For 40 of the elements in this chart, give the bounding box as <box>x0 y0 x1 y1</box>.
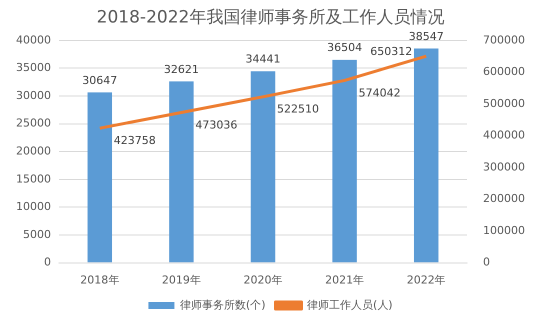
y-tick-label: 10000 <box>16 200 51 214</box>
y-tick-label: 0 <box>44 256 51 269</box>
bar <box>169 81 194 262</box>
data-label: 473036 <box>195 118 238 132</box>
data-label: 34441 <box>246 52 280 66</box>
y-tick-label: 30000 <box>16 88 51 102</box>
y-tick-label: 35000 <box>16 61 51 74</box>
bar <box>88 92 112 262</box>
data-label: 30647 <box>82 74 118 87</box>
y2-tick-label: 500000 <box>483 96 526 110</box>
legend-label: 律师工作人员(人) <box>307 298 393 312</box>
y-tick-label: 25000 <box>16 116 51 130</box>
y2-tick-label: 100000 <box>483 224 526 237</box>
chart-title: 2018-2022年我国律师事务所及工作人员情况 <box>96 8 444 28</box>
y2-tick-label: 0 <box>483 256 490 269</box>
legend-label: 律师事务所数(个) <box>180 298 266 312</box>
data-label: 423758 <box>114 134 156 148</box>
data-label: 522510 <box>277 102 319 116</box>
x-tick-label: 2021年 <box>325 273 364 286</box>
x-tick-label: 2018年 <box>80 273 120 286</box>
y-tick-label: 15000 <box>16 172 51 186</box>
y2-tick-label: 200000 <box>483 192 526 206</box>
data-label: 38547 <box>408 30 444 43</box>
bar <box>250 71 276 262</box>
data-label: 32621 <box>164 62 199 76</box>
y2-tick-label: 600000 <box>483 65 526 78</box>
y2-tick-label: 400000 <box>483 128 526 142</box>
y-tick-label: 20000 <box>16 144 51 158</box>
y2-tick-label: 300000 <box>483 160 526 174</box>
x-tick-label: 2020年 <box>244 273 282 286</box>
bar <box>332 60 357 262</box>
y-tick-label: 5000 <box>22 228 51 241</box>
data-label: 650312 <box>370 45 412 58</box>
data-label: 36504 <box>327 41 362 54</box>
x-tick-label: 2019年 <box>162 273 201 286</box>
bar <box>414 48 438 262</box>
data-label: 574042 <box>358 86 401 100</box>
y-tick-label: 40000 <box>16 33 51 46</box>
y2-tick-label: 700000 <box>483 33 526 46</box>
x-tick-label: 2022年 <box>406 273 446 286</box>
